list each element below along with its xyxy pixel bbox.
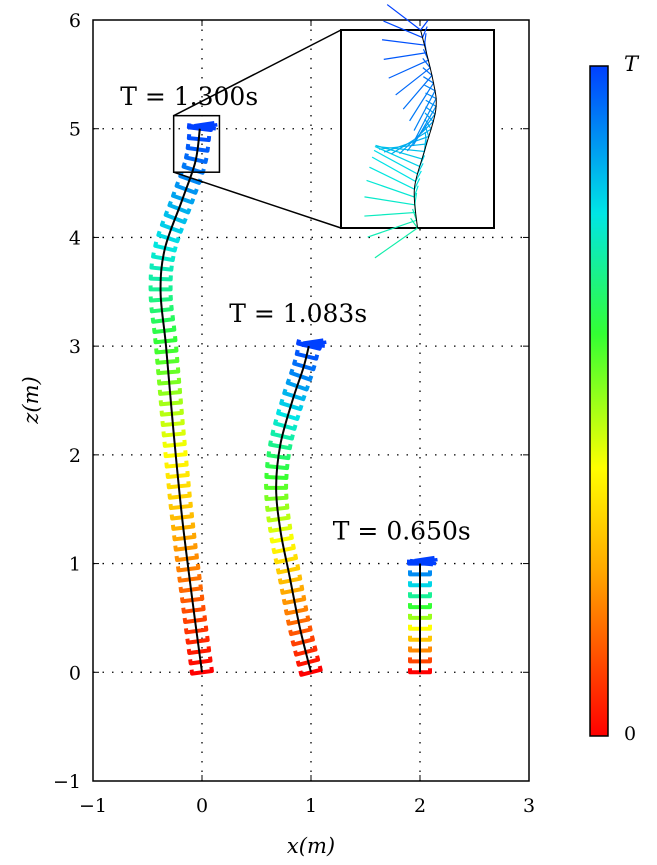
x-tick-label: −1 [79,795,107,817]
annotations: T = 1.300s T = 1.083s T = 0.650s [120,82,470,546]
inset-plot [340,4,495,259]
grid [93,20,529,781]
y-tick-label: −1 [53,771,81,793]
tip-mark [417,557,438,565]
colorbar-top-label: T [624,52,640,76]
x-tick-label: 1 [305,795,317,817]
annotation-3: T = 0.650s [333,517,471,546]
tip-mark [197,122,218,130]
y-tick-label: 6 [69,10,81,32]
x-tick-label: 3 [523,795,535,817]
x-axis-label: x(m) [287,834,335,858]
axis-ticks: −1 0 1 2 3 −1 0 1 2 3 4 5 6 [53,10,535,817]
y-tick-label: 3 [69,336,81,358]
colorbar: T 0 [589,52,640,745]
trajectory-line-1 [159,128,203,673]
x-tick-label: 0 [196,795,208,817]
y-tick-label: 5 [69,119,81,141]
y-tick-label: 2 [69,445,81,467]
y-tick-label: 4 [69,227,81,249]
inset-frame [340,29,495,229]
bar-mark [298,665,323,677]
annotation-1: T = 1.300s [120,82,258,111]
y-tick-label: 1 [69,554,81,576]
trajectory-line-2 [275,345,312,673]
y-tick-label: 0 [69,662,81,684]
bar-mark [408,668,432,675]
bar-shape [408,668,432,675]
inset-marks [364,4,437,259]
zoom-box [172,114,221,173]
x-tick-label: 2 [414,795,426,817]
trajectory-curves [159,128,421,673]
y-axis-label: z(m) [19,376,43,424]
colorbar-bottom-label: 0 [624,723,636,745]
colorbar-gradient [589,65,609,737]
bar-shape [189,666,214,676]
zoom-callout [172,29,342,229]
inset-centerline [413,29,437,229]
zoom-connector-bottom [173,171,342,229]
bar-mark [189,666,214,676]
tip-mark [306,340,327,347]
zoom-connector-top [173,29,342,117]
annotation-2: T = 1.083s [229,299,367,328]
bar-shape [298,665,323,677]
